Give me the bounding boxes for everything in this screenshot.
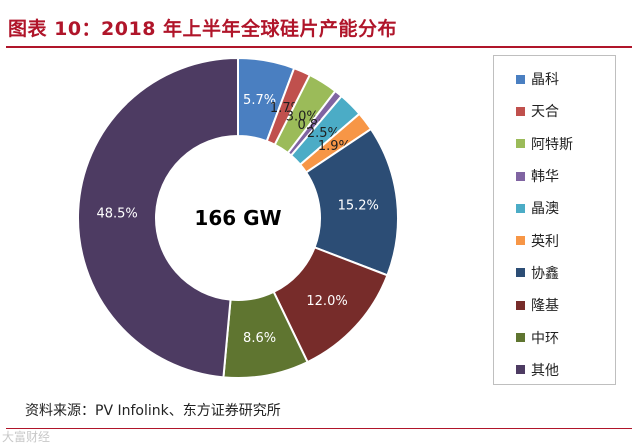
- legend-swatch: [516, 268, 525, 278]
- data-label-其他: 48.5%: [96, 206, 137, 221]
- legend-label: 晶澳: [531, 201, 559, 218]
- legend-item-其他: 其他: [494, 354, 615, 386]
- legend-label: 晶科: [531, 72, 559, 89]
- legend-label: 天合: [531, 104, 559, 121]
- legend-item-晶澳: 晶澳: [494, 192, 615, 224]
- legend-swatch: [516, 333, 525, 343]
- slice-其他: [77, 56, 239, 379]
- legend-item-英利: 英利: [494, 224, 615, 256]
- legend-swatch: [516, 139, 525, 149]
- legend-item-隆基: 隆基: [494, 289, 615, 321]
- title-divider: [6, 46, 632, 48]
- legend-label: 中环: [531, 330, 559, 347]
- data-label-隆基: 12.0%: [306, 294, 347, 309]
- data-label-晶科: 5.7%: [243, 93, 276, 108]
- chart-title: 图表 10：2018 年上半年全球硅片产能分布: [8, 18, 398, 40]
- legend-label: 阿特斯: [531, 136, 573, 153]
- legend-swatch: [516, 300, 525, 310]
- legend-label: 英利: [531, 233, 559, 250]
- chart-legend: 晶科天合阿特斯韩华晶澳英利协鑫隆基中环其他: [493, 55, 616, 385]
- source-note: 资料来源：PV Infolink、东方证券研究所: [25, 403, 281, 419]
- legend-label: 隆基: [531, 298, 559, 315]
- footer-divider: [6, 428, 632, 429]
- data-label-阿特斯: 3.0%: [286, 109, 319, 124]
- legend-label: 韩华: [531, 169, 559, 186]
- legend-swatch: [516, 106, 525, 116]
- legend-swatch: [516, 203, 525, 213]
- legend-item-晶科: 晶科: [494, 63, 615, 95]
- data-label-中环: 8.6%: [243, 331, 276, 346]
- legend-item-协鑫: 协鑫: [494, 257, 615, 289]
- legend-label: 协鑫: [531, 265, 559, 282]
- watermark-logo: 大富财经: [2, 430, 51, 444]
- legend-label: 其他: [531, 362, 559, 379]
- legend-swatch: [516, 236, 525, 246]
- legend-swatch: [516, 171, 525, 181]
- legend-swatch: [516, 365, 525, 375]
- legend-swatch: [516, 74, 525, 84]
- legend-item-中环: 中环: [494, 321, 615, 353]
- legend-item-天合: 天合: [494, 95, 615, 127]
- donut-chart: 5.7%1.7%3.0%0.8%2.5%1.9%15.2%12.0%8.6%48…: [77, 56, 399, 379]
- data-label-协鑫: 15.2%: [338, 199, 379, 214]
- legend-item-阿特斯: 阿特斯: [494, 128, 615, 160]
- legend-item-韩华: 韩华: [494, 160, 615, 192]
- center-total-label: 166 GW: [194, 206, 281, 230]
